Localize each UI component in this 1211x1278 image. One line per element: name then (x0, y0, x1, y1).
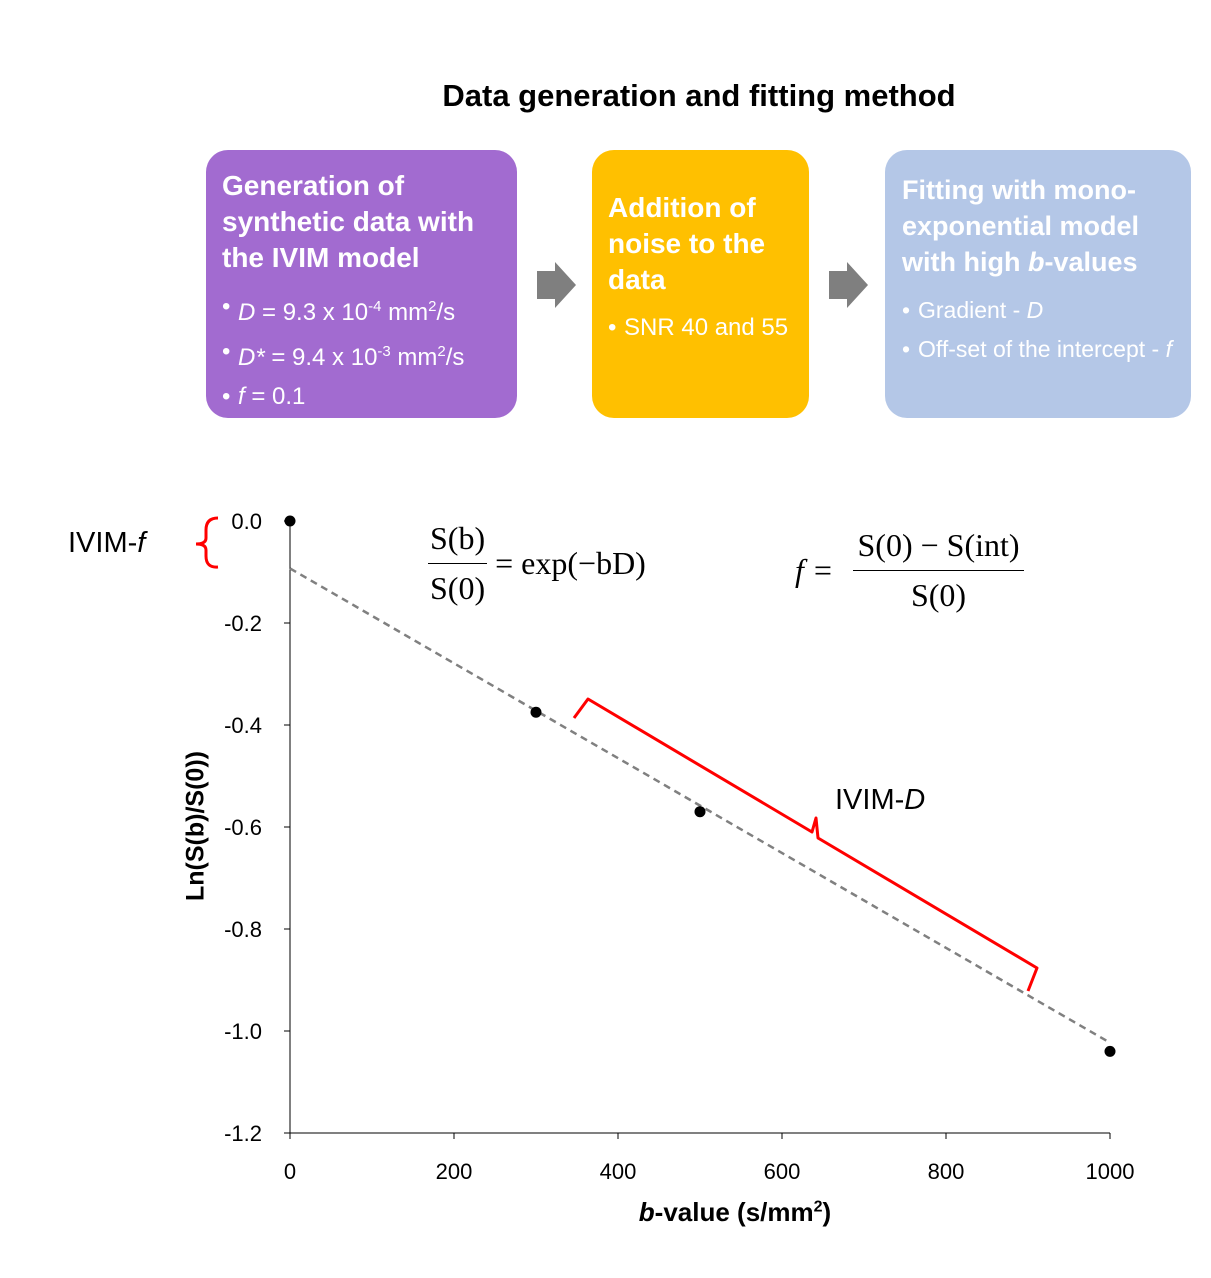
noise-header: Addition of noise to the data (608, 192, 766, 295)
ratio-denominator: S(0) (430, 570, 486, 606)
f-lhs: f = (795, 552, 834, 588)
ratio-rhs: = exp(−bD) (495, 545, 646, 581)
noise-bullets: SNR 40 and 55 (608, 312, 799, 344)
y-tick-label: 0.0 (231, 509, 262, 534)
gradient-bullet: Gradient - D (902, 294, 1183, 327)
y-axis-label: Ln(S(b)/S(0)) (181, 751, 210, 901)
y-tick-label: -1.0 (224, 1019, 262, 1044)
ivim-f-bracket (195, 516, 219, 569)
f-equation: f = S(0) − S(int) S(0) (795, 527, 1024, 614)
fitting-header: Fitting with mono-exponential model with… (902, 175, 1140, 277)
page-title: Data generation and fitting method (442, 78, 956, 113)
snr-bullet: SNR 40 and 55 (608, 312, 799, 344)
y-tick-label: -0.4 (224, 713, 262, 738)
data-point (530, 706, 542, 718)
generation-bullets: D = 9.3 x 10-4 mm2/s D* = 9.4 x 10-3 mm2… (222, 290, 507, 413)
generation-header: Generation of synthetic data with the IV… (222, 170, 475, 273)
fitting-box: Fitting with mono-exponential model with… (885, 150, 1191, 418)
x-tick-label: 1000 (1086, 1159, 1135, 1184)
generation-box: Generation of synthetic data with the IV… (206, 150, 517, 418)
mono-exp-equation: S(b) S(0) = exp(−bD) (428, 520, 646, 607)
x-tick-label: 200 (436, 1159, 473, 1184)
f-denominator: S(0) (910, 577, 967, 613)
param-d-bullet: D = 9.3 x 10-4 mm2/s (222, 290, 507, 329)
y-tick-label: -0.2 (224, 611, 262, 636)
y-tick-label: -0.8 (224, 917, 262, 942)
ratio-numerator: S(b) (428, 520, 488, 564)
ivim-d-bracket (572, 697, 1039, 992)
f-numerator: S(0) − S(int) (853, 527, 1024, 571)
y-tick-label: -1.2 (224, 1121, 262, 1146)
noise-box: Addition of noise to the data SNR 40 and… (592, 150, 809, 418)
x-tick-label: 800 (928, 1159, 965, 1184)
x-tick-label: 400 (600, 1159, 637, 1184)
data-point (694, 806, 706, 818)
y-tick-label: -0.6 (224, 815, 262, 840)
x-axis-label: b-value (s/mm2) (638, 1197, 832, 1227)
data-point (284, 515, 296, 527)
fit-line (289, 567, 1111, 1044)
x-tick-label: 600 (764, 1159, 801, 1184)
fitting-bullets: Gradient - D Off-set of the intercept - … (902, 294, 1183, 366)
ivim-f-label: IVIM-f (68, 527, 146, 559)
data-point (1104, 1045, 1116, 1057)
ivim-d-label: IVIM-D (835, 784, 926, 816)
offset-bullet: Off-set of the intercept - f (902, 333, 1183, 366)
x-tick-label: 0 (284, 1159, 296, 1184)
param-f-bullet: f = 0.1 (222, 380, 507, 413)
param-dstar-bullet: D* = 9.4 x 10-3 mm2/s (222, 335, 507, 374)
